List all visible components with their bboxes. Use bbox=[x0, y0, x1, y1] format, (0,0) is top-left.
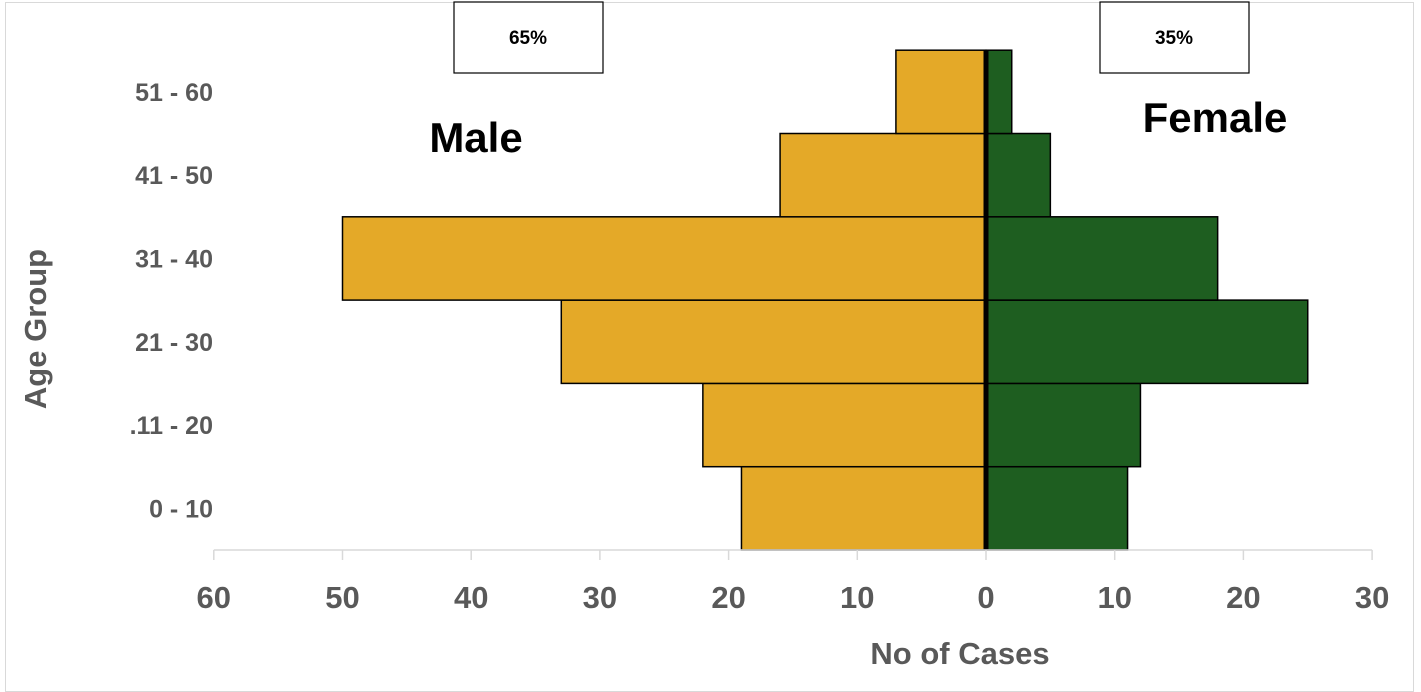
x-tick-label: 20 bbox=[1226, 580, 1260, 615]
y-axis-labels: 0 - 10 .11 - 20 21 - 30 31 - 40 41 - 50 51 - … bbox=[130, 79, 213, 523]
female-percent-box bbox=[1099, 1, 1250, 74]
female-bar-0 bbox=[985, 465, 1129, 551]
female-bar-3 bbox=[985, 216, 1219, 301]
x-tick-label: 30 bbox=[1355, 580, 1389, 615]
female-bar-2 bbox=[985, 299, 1309, 385]
female-percent-label: 35% bbox=[1155, 28, 1193, 49]
x-tick-label: 40 bbox=[454, 580, 488, 615]
female-bar-4 bbox=[985, 132, 1052, 218]
female-bar-1 bbox=[985, 382, 1142, 468]
male-percent-label: 65% bbox=[509, 28, 547, 49]
y-axis-title: Age Group bbox=[18, 249, 53, 409]
y-category-label: 21 - 30 bbox=[135, 329, 213, 357]
population-pyramid-chart: 60 50 40 30 20 10 0 10 20 30 0 - 10 .11 - 20 21 - 3… bbox=[18, 1, 1389, 671]
male-bar-5 bbox=[895, 49, 987, 135]
y-category-label: 51 - 60 bbox=[135, 79, 213, 107]
x-tick-label: 60 bbox=[197, 580, 231, 615]
x-tick-label: 30 bbox=[583, 580, 617, 615]
y-category-label: .11 - 20 bbox=[130, 412, 213, 440]
male-bar-0 bbox=[740, 465, 987, 551]
x-axis-title: No of Cases bbox=[870, 636, 1049, 671]
bars-layer bbox=[341, 49, 1309, 551]
male-percent-box bbox=[453, 1, 604, 74]
x-tick-label: 50 bbox=[325, 580, 359, 615]
x-tick-label: 10 bbox=[840, 580, 874, 615]
male-bar-4 bbox=[779, 132, 987, 218]
male-bar-1 bbox=[702, 382, 987, 468]
x-tick-label: 10 bbox=[1097, 580, 1131, 615]
y-category-label: 31 - 40 bbox=[135, 245, 213, 273]
male-group-label: Male bbox=[429, 114, 522, 161]
y-category-label: 41 - 50 bbox=[135, 162, 213, 190]
male-bar-2 bbox=[560, 299, 987, 385]
female-bar-5 bbox=[985, 49, 1013, 135]
x-axis-ticks: 60 50 40 30 20 10 0 10 20 30 bbox=[197, 550, 1389, 615]
female-group-label: Female bbox=[1143, 94, 1288, 141]
x-tick-label: 0 bbox=[977, 580, 994, 615]
y-category-label: 0 - 10 bbox=[149, 495, 213, 523]
male-bar-3 bbox=[341, 216, 987, 301]
x-tick-label: 20 bbox=[711, 580, 745, 615]
